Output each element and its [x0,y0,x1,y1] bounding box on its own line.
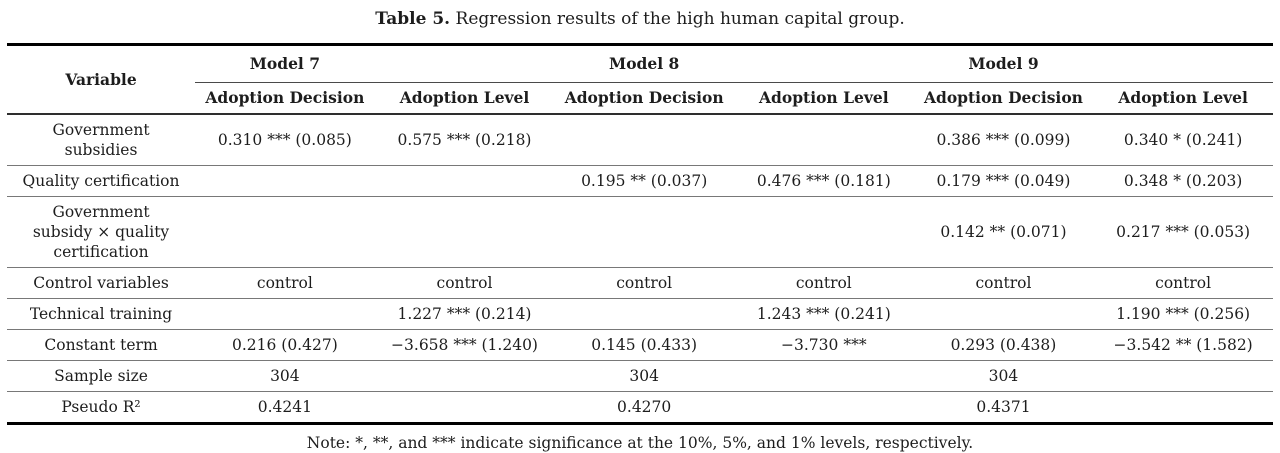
table-cell [195,166,375,197]
table-cell: control [436,274,493,292]
table-cell: 0.179 *** (0.049) [936,172,1071,190]
table-row-constant-term: Constant term 0.216 (0.427) −3.658 *** (… [7,330,1273,361]
table-caption-text: Regression results of the high human cap… [450,9,905,29]
table-cell [554,197,734,268]
row-label: Constant term [44,336,158,354]
model-7-adoption-decision-header: Adoption Decision [195,82,375,115]
model-8-label: Model 8 [609,54,680,73]
table-cell: 0.348 * (0.203) [1123,172,1243,190]
model-9-adoption-level-header: Adoption Level [1093,82,1273,115]
table-caption-label: Table 5. [375,9,451,29]
table-cell: 1.227 *** (0.214) [397,305,532,323]
model-8-adoption-level-header: Adoption Level [733,82,914,115]
table-cell: control [975,274,1032,292]
table-cell [375,166,555,197]
table-cell: 0.142 ** (0.071) [940,223,1067,241]
table-caption: Table 5. Regression results of the high … [0,0,1280,30]
table-cell [554,299,734,330]
table-cell: 0.217 *** (0.053) [1116,223,1251,241]
table-row-control-variables: Control variables control control contro… [7,268,1273,299]
table-cell: 0.310 *** (0.085) [217,131,352,149]
table-cell: control [795,274,852,292]
row-label: Control variables [33,274,169,292]
table-cell: 0.216 (0.427) [231,336,338,354]
table-row-pseudo-r2: Pseudo R² 0.4241 0.4270 0.4371 [7,392,1273,424]
table-cell: 0.340 * (0.241) [1123,131,1243,149]
table-cell [375,392,555,424]
row-label: Government subsidy × quality certificati… [32,203,170,261]
table-row-sample-size: Sample size 304 304 304 [7,361,1273,392]
model-8-header: Model 8 [554,44,914,83]
table-cell: 0.195 ** (0.037) [581,172,708,190]
table-row-quality-certification: Quality certification 0.195 ** (0.037) 0… [7,166,1273,197]
row-label: Sample size [54,367,148,385]
table-cell: 0.386 *** (0.099) [936,131,1071,149]
table-cell: 0.476 *** (0.181) [756,172,891,190]
table-cell: 304 [270,367,300,385]
model-header-row: Variable Model 7 Model 8 Model 9 [7,44,1273,115]
table-note: Note: *, **, and *** indicate significan… [306,434,974,452]
table-cell: 0.4270 [617,398,672,416]
table-cell: control [616,274,673,292]
variable-column-header: Variable [7,44,196,115]
table-cell: −3.658 *** (1.240) [391,336,538,354]
table-row-subsidy-x-certification: Government subsidy × quality certificati… [7,197,1273,268]
table-cell [375,197,555,268]
table-cell [375,361,555,392]
table-cell [195,197,375,268]
table-cell: 0.575 *** (0.218) [397,131,532,149]
table-cell: control [1155,274,1212,292]
model-9-adoption-decision-header: Adoption Decision [913,82,1094,115]
table-cell: −3.542 ** (1.582) [1113,336,1253,354]
table-cell: 0.4371 [976,398,1031,416]
row-label: Pseudo R² [61,398,141,416]
table-cell: −3.730 *** [781,336,867,354]
regression-results-table: Variable Model 7 Model 8 Model 9 Adoptio… [7,43,1273,425]
table-cell: control [256,274,313,292]
model-7-label: Model 7 [249,54,320,73]
row-label: Quality certification [22,172,180,190]
table-cell: 304 [988,367,1019,385]
table-cell: 0.293 (0.438) [950,336,1057,354]
table-cell [1093,392,1273,424]
table-cell [1093,361,1273,392]
table-cell: 1.190 *** (0.256) [1116,305,1251,323]
model-7-adoption-level-header: Adoption Level [374,82,555,115]
table-cell [734,114,914,166]
table-cell [914,299,1094,330]
table-cell [734,361,914,392]
row-label: Technical training [29,305,173,323]
table-row-government-subsidies: Government subsidies 0.310 *** (0.085) 0… [7,114,1273,166]
table-cell [734,197,914,268]
table-cell: 1.243 *** (0.241) [756,305,891,323]
row-label: Government subsidies [52,121,150,159]
model-9-header: Model 9 [913,44,1273,83]
table-cell [195,299,375,330]
table-cell [554,114,734,166]
subcolumn-header-row: Adoption Decision Adoption Level Adoptio… [7,82,1273,115]
model-9-label: Model 9 [968,54,1039,73]
model-7-header: Model 7 [195,44,555,83]
model-8-adoption-decision-header: Adoption Decision [554,82,734,115]
table-row-technical-training: Technical training 1.227 *** (0.214) 1.2… [7,299,1273,330]
table-cell: 0.145 (0.433) [591,336,698,354]
table-cell: 304 [629,367,659,385]
table-cell: 0.4241 [257,398,312,416]
table-cell [734,392,914,424]
